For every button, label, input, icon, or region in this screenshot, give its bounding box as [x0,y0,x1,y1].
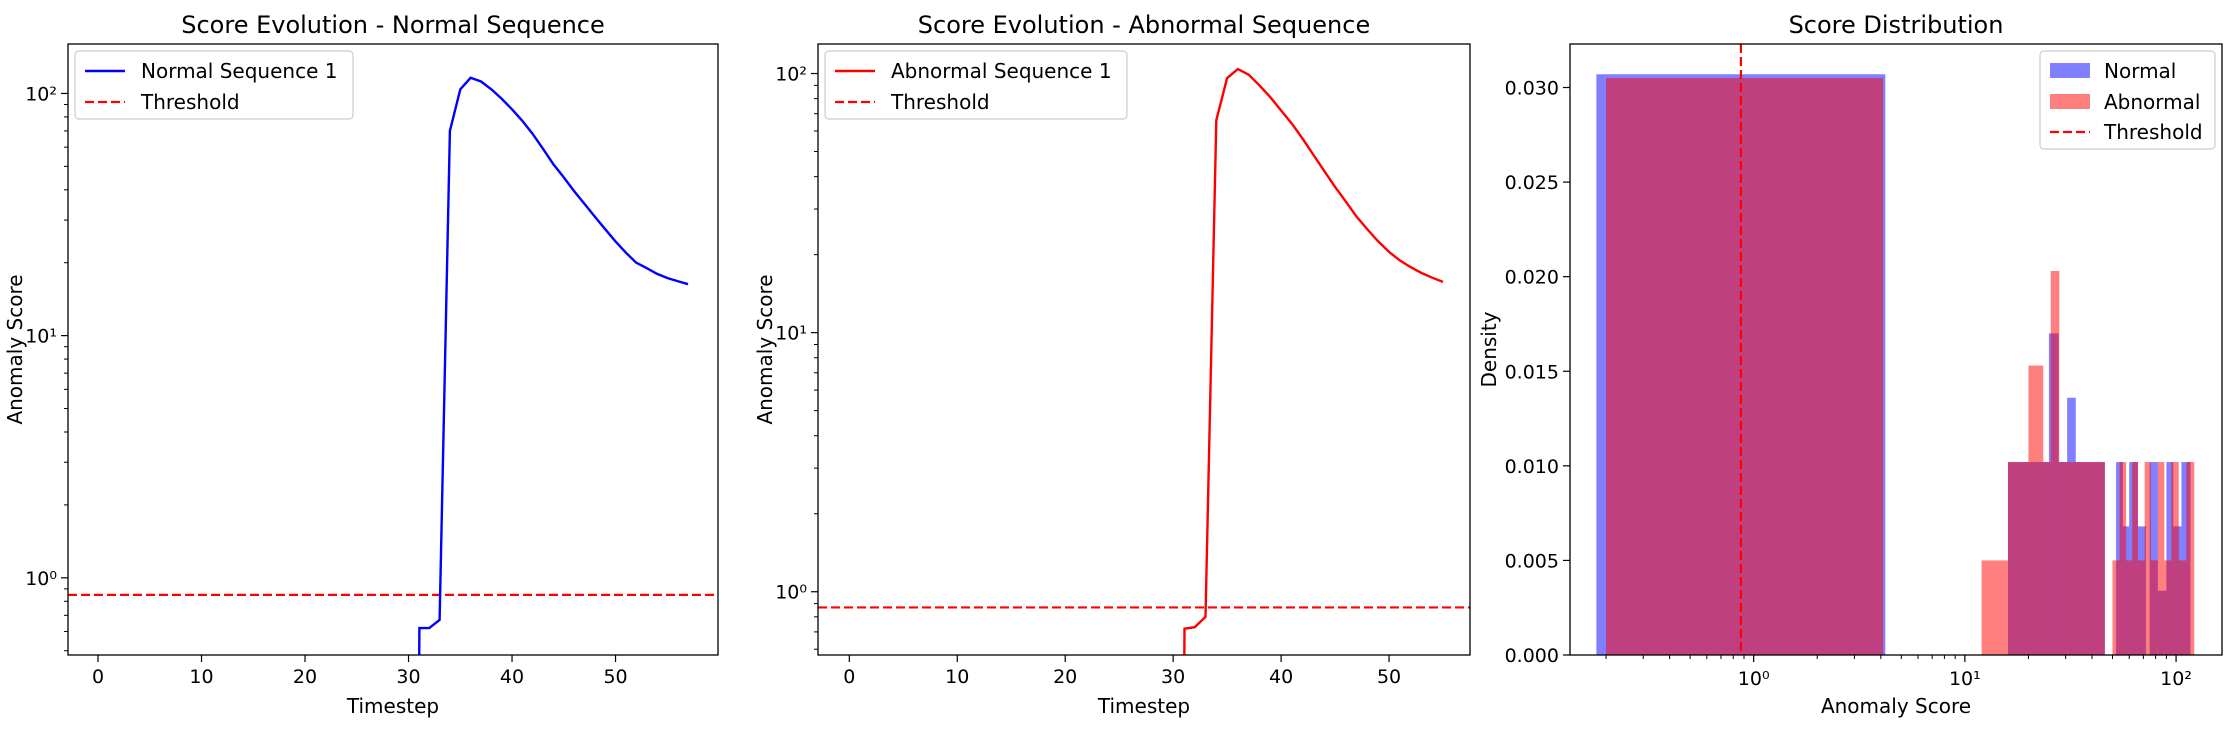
histogram-bar [2150,560,2158,655]
x-tick-label: 10⁰ [1738,668,1770,690]
x-tick-label: 50 [1377,666,1401,688]
x-tick-label: 30 [396,666,420,688]
panel-score-distribution: 10⁰ 10¹ 10² 0.000 0.005 0.010 0.015 0.020 0.025 0… [1477,11,2223,718]
x-tick-label: 10² [2160,668,2192,690]
y-tick-label: 0.030 [1505,78,1559,100]
legend-box [74,50,354,120]
legend-swatch-abnormal [2050,94,2090,109]
histogram-bar [2028,365,2044,655]
histogram-bar [2157,462,2165,655]
histogram-bar [2181,462,2191,655]
y-axis-label: Anomaly Score [753,274,777,424]
x-tick-label: 40 [500,666,524,688]
y-tick-label: 10⁰ [25,568,57,590]
plot-area [1569,43,2223,656]
x-axis-label: Timestep [1097,694,1190,718]
histogram-bar [2116,462,2123,655]
histogram-bar [2126,560,2133,655]
x-tick-label: 30 [1161,666,1185,688]
x-tick-label: 10¹ [1949,668,1981,690]
series-line [418,76,689,655]
histogram-bar [2164,560,2172,655]
x-tick-label: 0 [92,666,104,688]
histogram-bar [2137,560,2145,655]
legend-label: Abnormal [2104,90,2200,114]
x-tick-label: 0 [843,666,855,688]
legend-label: Threshold [140,90,240,114]
y-tick-label: 10⁰ [775,582,807,604]
histogram-bar [2149,462,2158,655]
y-axis-label: Anomaly Score [3,274,27,424]
legend-label: Normal [2104,59,2176,83]
legend: Abnormal Sequence 1 Threshold [824,50,1128,120]
histogram-abnormal [1606,78,2195,655]
histogram-bar [1606,78,1884,655]
histogram-bar [2112,560,2120,655]
x-tick-label: 10 [945,666,969,688]
histogram-bar [2050,270,2060,655]
histogram-bar [2178,560,2187,655]
panel-abnormal-sequence: 0 10 20 30 40 50 10⁰ 10¹ 10² Score Evolution - Ab… [753,11,1471,718]
y-tick-label: 10¹ [25,326,57,348]
plot-area [67,43,719,656]
x-tick-label: 40 [1269,666,1293,688]
y-tick-label: 0.005 [1505,550,1559,572]
chart-title: Score Evolution - Abnormal Sequence [918,11,1370,39]
x-axis-label: Timestep [346,694,439,718]
legend: Normal Abnormal Threshold [2039,50,2216,150]
x-tick-label: 20 [1053,666,1077,688]
x-tick-label: 50 [603,666,627,688]
histogram-bar [2186,462,2195,655]
histogram-bar [2144,462,2151,655]
histogram-bar [2007,462,2029,655]
panel-normal-sequence: 0 10 20 30 40 50 10⁰ 10¹ 10² Score Evolution - No… [3,11,719,718]
y-tick-label: 10² [25,83,57,105]
y-tick-label: 0.000 [1505,645,1559,667]
histogram-bar [1981,560,2008,655]
x-axis-label: Anomaly Score [1821,694,1971,718]
y-axis-label: Density [1477,311,1501,387]
chart-title: Score Distribution [1789,11,2004,39]
y-tick-label: 10² [775,64,807,86]
legend-label: Normal Sequence 1 [141,59,337,83]
histogram-bar [2043,462,2051,655]
histogram-bar [2171,462,2179,655]
series-line [1183,67,1444,655]
legend-label: Threshold [2103,120,2203,144]
y-tick-label: 0.015 [1505,361,1559,383]
histogram-bar [2132,462,2138,655]
histogram-bar [2166,462,2174,655]
y-tick-label: 0.020 [1505,267,1559,289]
legend-label: Threshold [890,90,990,114]
y-tick-label: 0.025 [1505,172,1559,194]
chart-title: Score Evolution - Normal Sequence [181,11,605,39]
histogram-bar [2119,462,2127,655]
legend-box [824,50,1128,120]
x-tick-label: 20 [293,666,317,688]
legend-swatch-normal [2050,63,2090,78]
legend-label: Abnormal Sequence 1 [891,59,1112,83]
y-tick-label: 0.010 [1505,456,1559,478]
histogram-bar [2059,462,2105,655]
y-tick-label: 10¹ [775,323,807,345]
plot-area [817,43,1471,656]
x-tick-label: 10 [189,666,213,688]
legend: Normal Sequence 1 Threshold [74,50,354,120]
